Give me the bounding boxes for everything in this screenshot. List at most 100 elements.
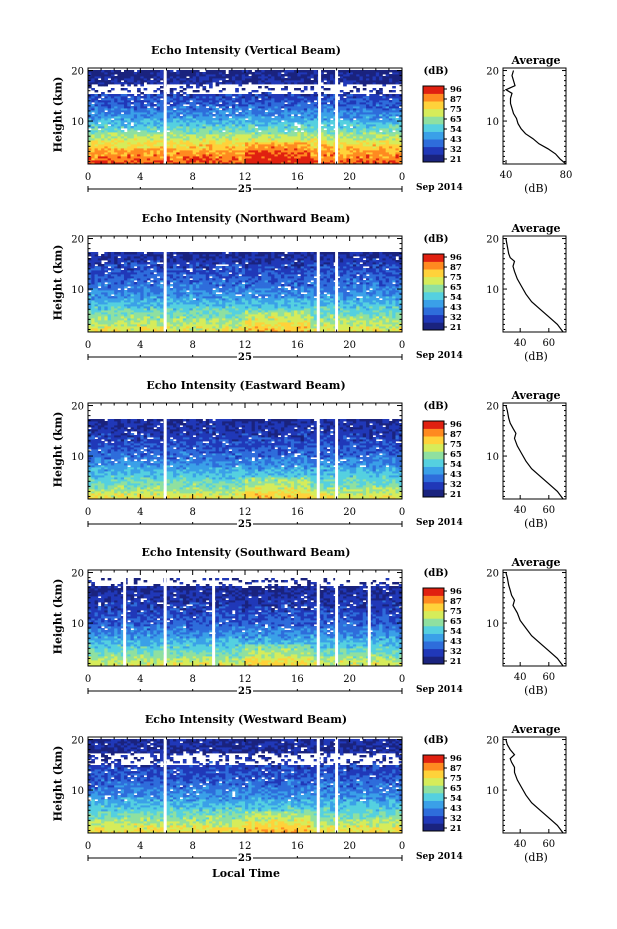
heatmap-cell [238,144,243,147]
heatmap-cell [231,122,236,125]
heatmap-cell [369,110,373,113]
heatmap-cell [110,106,115,109]
heatmap-cell [88,322,92,325]
heatmap-cell [179,318,184,321]
heatmap-cell [101,138,105,141]
heatmap-cell [284,118,288,121]
heatmap-cell [326,126,331,129]
heatmap-cell [235,324,239,327]
heatmap-cell [339,158,344,161]
heatmap-cell [205,316,210,319]
heatmap-cell [143,120,148,123]
heatmap-cell [150,158,154,161]
heatmap-cell [137,102,141,105]
heatmap-cell [179,140,184,143]
heatmap-cell [225,320,230,323]
heatmap-cell [107,82,112,85]
heatmap-cell [235,322,239,325]
heatmap-cell [356,328,360,331]
heatmap-cell [287,106,292,109]
heatmap-cell [375,108,380,111]
heatmap-cell [182,72,187,75]
heatmap-cell [173,116,177,119]
heatmap-cell [143,314,148,317]
heatmap-cell [313,118,318,121]
heatmap-cell [258,320,262,323]
heatmap-cell [323,122,328,125]
heatmap-cell [392,326,396,329]
heatmap-cell [303,94,308,97]
heatmap-cell [326,118,331,121]
heatmap-cell [123,162,128,165]
heatmap-cell [375,94,380,97]
heatmap-cell [150,106,154,109]
heatmap-cell [274,134,279,137]
heatmap-cell [117,324,122,327]
heatmap-cell [245,140,249,143]
heatmap-cell [117,126,122,129]
heatmap-cell [189,132,194,135]
heatmap-cell [218,158,223,161]
heatmap-cell [222,316,226,319]
heatmap-cell [271,146,275,149]
heatmap-cell [264,72,269,75]
heatmap-cell [274,118,279,121]
heatmap-cell [352,318,357,321]
heatmap-cell [388,76,393,79]
heatmap-cell [392,316,396,319]
heatmap-cell [385,122,390,125]
heatmap-cell [261,328,266,331]
heatmap-cell [156,124,161,127]
heatmap-cell [267,148,272,151]
heatmap-cell [297,88,301,91]
heatmap-cell [343,140,347,143]
heatmap-cell [179,150,184,153]
heatmap-cell [114,156,118,159]
heatmap-cell [290,120,295,123]
heatmap-cell [176,116,180,119]
heatmap-cell [352,138,357,141]
heatmap-cell [150,104,154,107]
heatmap-cell [382,116,387,119]
heatmap-cell [238,136,243,139]
heatmap-cell [323,116,328,119]
heatmap-cell [369,324,373,327]
heatmap-cell [215,96,220,99]
heatmap-cell [179,130,184,133]
heatmap-cell [218,94,223,97]
heatmap-cell [231,116,236,119]
heatmap-cell [114,70,118,73]
heatmap-cell [349,106,354,109]
heatmap-cell [343,120,347,123]
heatmap-cell [176,78,180,81]
heatmap-cell [186,124,190,127]
heatmap-cell [173,140,177,143]
heatmap-cell [186,106,190,109]
heatmap-cell [127,322,131,325]
heatmap-cell [379,158,383,161]
heatmap-cell [94,148,99,151]
heatmap-cell [392,104,396,107]
heatmap-cell [388,144,393,147]
heatmap-cell [382,160,387,163]
heatmap-cell [392,90,396,93]
heatmap-cell [143,162,148,165]
heatmap-cell [343,80,347,83]
heatmap-cell [120,144,125,147]
heatmap-cell [294,150,298,153]
heatmap-cell [264,116,269,119]
heatmap-cell [114,98,118,101]
heatmap-cell [150,94,154,97]
heatmap-cell [245,80,249,83]
heatmap-cell [166,128,171,131]
heatmap-cell [284,156,288,159]
heatmap-cell [310,146,315,149]
heatmap-cell [104,76,109,79]
heatmap-cell [150,318,154,321]
heatmap-cell [169,150,174,153]
heatmap-cell [120,158,125,161]
heatmap-cell [369,118,373,121]
heatmap-cell [395,114,400,117]
heatmap-cell [392,156,396,159]
heatmap-cell [395,76,400,79]
